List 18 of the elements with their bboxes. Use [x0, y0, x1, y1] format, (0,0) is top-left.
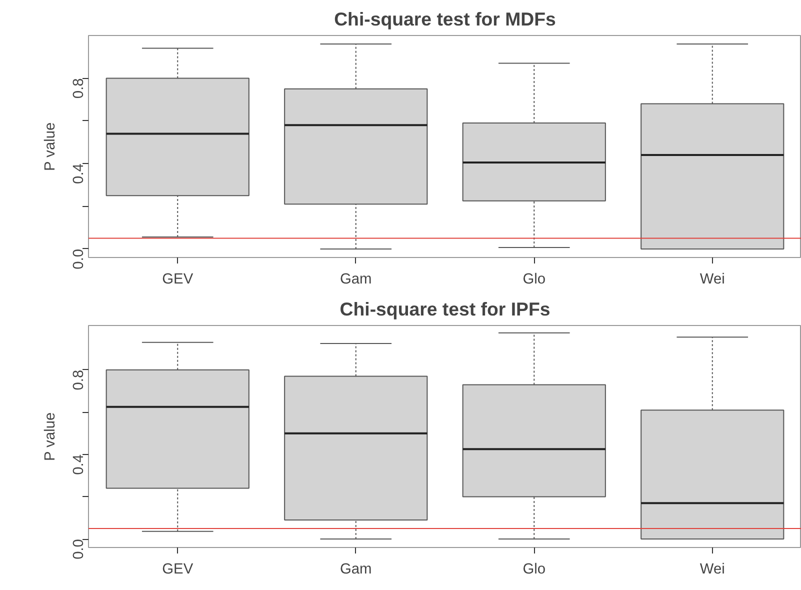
x-tick-label: Wei [700, 562, 725, 578]
y-tick-label: 0.4 [71, 164, 87, 184]
y-tick-label: 0.0 [71, 539, 87, 560]
x-tick-label: GEV [162, 272, 194, 288]
x-tick-label: Glo [522, 272, 546, 288]
y-tick-label: 0.0 [71, 248, 87, 270]
x-tick-label: Gam [340, 562, 372, 578]
y-axis-title: P value [42, 122, 58, 171]
x-tick-label: Gam [340, 272, 372, 288]
y-axis-title: P value [42, 412, 58, 461]
y-tick-label: 0.4 [71, 454, 87, 475]
y-tick-label: 0.8 [71, 370, 87, 390]
chart-title: Chi-square test for IPFs [340, 298, 550, 320]
x-tick-label: Wei [700, 272, 725, 288]
y-tick-label: 0.8 [71, 78, 87, 99]
x-tick-label: Glo [522, 562, 546, 578]
x-tick-label: GEV [162, 562, 194, 578]
chart-title: Chi-square test for MDFs [334, 8, 556, 30]
